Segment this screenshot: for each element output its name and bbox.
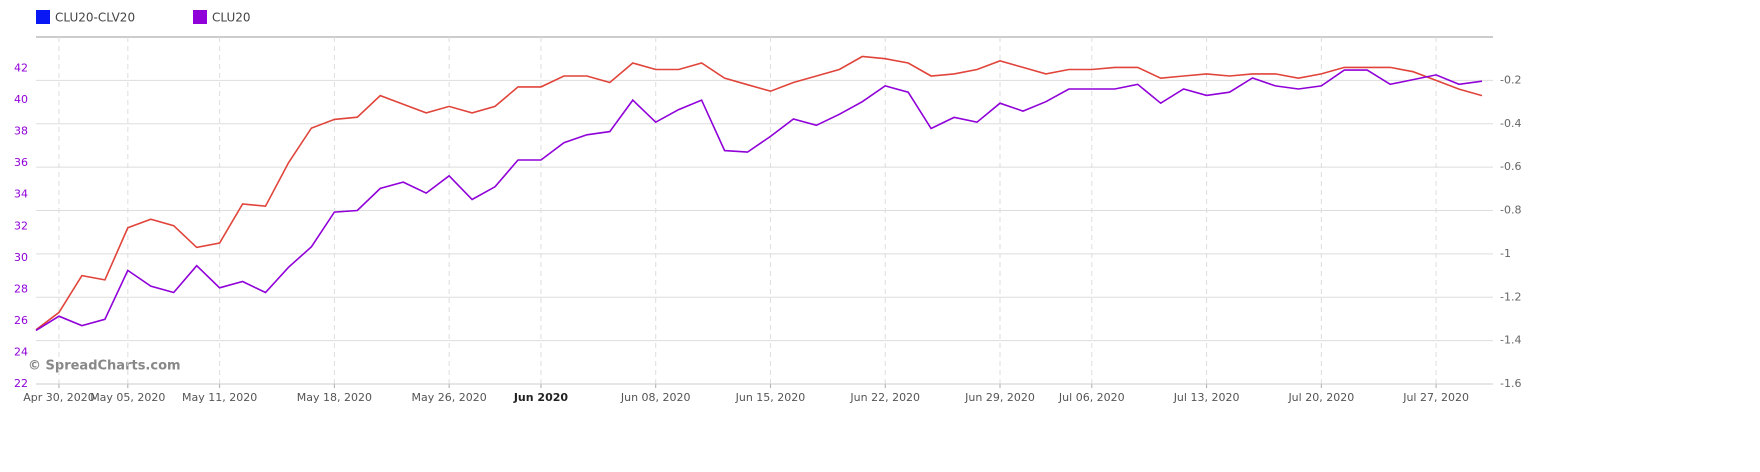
y-tick-label: 40 — [14, 93, 28, 106]
y-tick-label: 24 — [14, 345, 28, 358]
legend-swatch — [36, 10, 50, 24]
y2-tick-label: -1.4 — [1500, 334, 1521, 347]
y-tick-label: 38 — [14, 125, 28, 138]
x-tick-label: Jul 06, 2020 — [1058, 391, 1125, 404]
x-tick-label: May 05, 2020 — [90, 391, 165, 404]
series-line — [35, 69, 1483, 332]
x-tick-label: Jun 15, 2020 — [735, 391, 806, 404]
series-line — [35, 55, 1483, 331]
x-tick-label: May 11, 2020 — [182, 391, 257, 404]
x-tick-label: Jun 22, 2020 — [849, 391, 920, 404]
y2-tick-label: -0.4 — [1500, 117, 1521, 130]
x-tick-label: Jul 20, 2020 — [1287, 391, 1354, 404]
y-tick-label: 22 — [14, 377, 28, 390]
y-tick-label: 42 — [14, 62, 28, 75]
y-tick-label: 36 — [14, 156, 28, 169]
legend-label: CLU20-CLV20 — [55, 11, 135, 25]
x-tick-label: Jul 13, 2020 — [1173, 391, 1240, 404]
y2-tick-label: -0.8 — [1500, 204, 1521, 217]
x-tick-label: Apr 30, 2020 — [23, 391, 95, 404]
y-tick-label: 34 — [14, 188, 28, 201]
y2-tick-label: -0.2 — [1500, 73, 1521, 86]
x-tick-label: Jun 08, 2020 — [620, 391, 691, 404]
y-tick-label: 28 — [14, 282, 28, 295]
y2-tick-label: -0.6 — [1500, 160, 1521, 173]
x-tick-label: Jun 2020 — [513, 391, 569, 404]
y2-tick-label: -1.2 — [1500, 290, 1521, 303]
x-tick-label: May 26, 2020 — [412, 391, 487, 404]
y2-tick-label: -1.6 — [1500, 377, 1521, 390]
x-tick-label: Jun 29, 2020 — [964, 391, 1035, 404]
x-tick-label: May 18, 2020 — [297, 391, 372, 404]
legend-label: CLU20 — [212, 11, 251, 25]
y-tick-label: 30 — [14, 251, 28, 264]
legend-swatch — [193, 10, 207, 24]
y-tick-label: 32 — [14, 219, 28, 232]
watermark: © SpreadCharts.com — [28, 359, 181, 374]
y2-tick-label: -1 — [1500, 247, 1511, 260]
y-tick-label: 26 — [14, 314, 28, 327]
x-tick-label: Jul 27, 2020 — [1402, 391, 1469, 404]
